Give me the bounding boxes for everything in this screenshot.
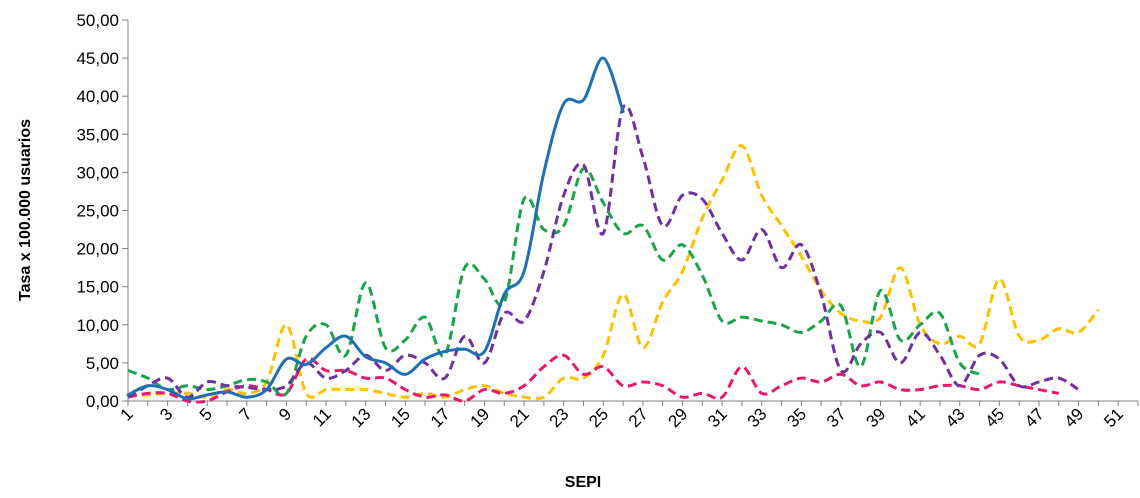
x-tick-label: 33 bbox=[744, 404, 771, 431]
x-tick-label: 19 bbox=[466, 404, 493, 431]
x-tick-label: 49 bbox=[1061, 404, 1088, 431]
x-axis: 1 3 5 7 9 11 13 15 17 19 21 23 25 27 29 31 33 35 37 39 41 43 4… bbox=[117, 400, 1139, 431]
x-tick-label: 1 bbox=[117, 404, 137, 424]
series-line-1 bbox=[127, 103, 1080, 399]
x-tick-label: 5 bbox=[196, 404, 216, 424]
x-tick-label: 3 bbox=[156, 404, 176, 424]
y-axis: 0,00 5,00 10,00 15,00 20,00 25,00 30,00 35,00 40… bbox=[76, 11, 129, 411]
x-tick-label: 47 bbox=[1021, 404, 1048, 431]
x-tick-label: 41 bbox=[902, 404, 929, 431]
y-tick-label: 0,00 bbox=[86, 392, 119, 411]
x-tick-label: 7 bbox=[236, 404, 256, 424]
x-tick-label: 13 bbox=[348, 404, 375, 431]
x-tick-label: 51 bbox=[1100, 404, 1127, 431]
y-tick-label: 20,00 bbox=[76, 240, 119, 259]
y-tick-label: 40,00 bbox=[76, 87, 119, 106]
x-tick-label: 17 bbox=[427, 404, 454, 431]
x-tick-label: 37 bbox=[823, 404, 850, 431]
y-tick-label: 5,00 bbox=[86, 354, 119, 373]
x-tick-label: 43 bbox=[942, 404, 969, 431]
x-tick-label: 29 bbox=[665, 404, 692, 431]
y-tick-label: 45,00 bbox=[76, 49, 119, 68]
x-tick-label: 35 bbox=[783, 404, 810, 431]
x-tick-label: 39 bbox=[863, 404, 890, 431]
x-tick-label: 25 bbox=[585, 404, 612, 431]
x-tick-label: 15 bbox=[387, 404, 414, 431]
x-tick-label: 21 bbox=[506, 404, 533, 431]
x-axis-label: SEPI bbox=[565, 474, 601, 491]
y-tick-label: 50,00 bbox=[76, 11, 119, 30]
x-tick-label: 27 bbox=[625, 404, 652, 431]
y-tick-label: 10,00 bbox=[76, 316, 119, 335]
y-axis-label: Tasa x 100.000 usuarios bbox=[17, 119, 34, 301]
series-line-2 bbox=[127, 167, 981, 397]
x-tick-label: 45 bbox=[981, 404, 1008, 431]
y-tick-label: 35,00 bbox=[76, 125, 119, 144]
y-tick-label: 25,00 bbox=[76, 202, 119, 221]
x-tick-label: 11 bbox=[309, 404, 335, 430]
x-tick-label: 31 bbox=[704, 404, 731, 431]
series-line-3 bbox=[127, 144, 1100, 401]
x-tick-label: 23 bbox=[546, 404, 573, 431]
y-tick-label: 15,00 bbox=[76, 278, 119, 297]
series-line-0 bbox=[126, 56, 625, 401]
series-layer bbox=[126, 56, 1100, 404]
x-tick-label: 9 bbox=[275, 404, 295, 424]
y-tick-label: 30,00 bbox=[76, 163, 119, 182]
